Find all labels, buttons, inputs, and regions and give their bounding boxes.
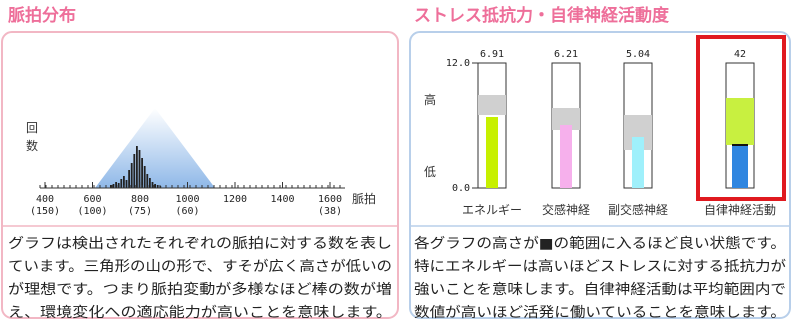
tick-label: 400 — [36, 194, 54, 205]
tick-label: (38) — [318, 206, 342, 217]
tick-label: (150) — [30, 206, 60, 217]
ideal-triangle — [95, 108, 215, 188]
gauges: 6.91 エネルギー 6.21 交感神経 5.04 副交感神経 42 自律神経活動 — [462, 49, 776, 217]
hist-bar — [146, 174, 149, 188]
description: グラフは検出されたそれぞれの脈拍に対する数を表しています。三角形の山の形で、すそ… — [8, 236, 392, 320]
histogram — [110, 146, 162, 188]
hist-bar — [141, 158, 143, 188]
hist-bar — [125, 180, 128, 188]
tick-label: 1600 — [318, 194, 342, 205]
scale-bottom: 0.0 — [452, 183, 470, 194]
hist-bar — [112, 184, 115, 188]
hist-bar — [151, 182, 154, 188]
hist-bar — [138, 150, 141, 188]
tick-label: 800 — [131, 194, 149, 205]
tick-label: 1400 — [270, 194, 294, 205]
hist-bar — [128, 170, 130, 188]
description: 各グラフの高さが■の範囲に入るほど良い状態です。特にエネルギーは高いほどストレス… — [414, 235, 786, 320]
hist-bar — [154, 184, 156, 188]
gauge-name: 副交感神経 — [608, 202, 668, 217]
description-line: グラフは検出されたそれぞれの脈拍に対する数を表し — [8, 236, 392, 252]
hist-bar — [110, 185, 112, 188]
ideal-range — [552, 108, 580, 130]
hist-bar — [156, 185, 159, 188]
hist-bar — [123, 176, 125, 188]
gauge-fill — [560, 125, 572, 188]
gauge-name: 自律神経活動 — [704, 203, 776, 217]
y-label: 回 — [26, 121, 38, 135]
y-label: 数 — [26, 138, 38, 153]
hist-bar — [136, 146, 138, 188]
panel-title: 脈拍分布 — [8, 5, 76, 26]
gauge-fill — [486, 117, 498, 188]
hist-bar — [115, 182, 117, 188]
description-line: え、環境変化への適応能力が高いことを意味します。 — [8, 304, 392, 320]
high-label: 高 — [424, 92, 436, 107]
tick-label: (60) — [175, 206, 199, 217]
scale-top: 12.0 — [446, 58, 470, 69]
description-line: 各グラフの高さが■の範囲に入るほど良い状態です。 — [414, 235, 786, 252]
gauge-name: 交感神経 — [542, 202, 590, 217]
ideal-range — [478, 95, 506, 115]
hist-bar — [143, 166, 146, 188]
description-line: 数値が高いほど活発に働いていることを意味します。 — [414, 304, 786, 320]
description-line: ています。三角形の山の形で、すそが広く高さが低いの — [8, 258, 392, 275]
highlight-box — [696, 35, 786, 201]
gauge-fill — [732, 145, 748, 188]
description-line: が理想です。つまり脈拍変動が多様なほど棒の数が増 — [8, 281, 392, 298]
tick-label: (75) — [128, 206, 152, 217]
x-ticks: 400(150) 600(100) 800(75) 1000(60) 1200 1400 1… — [30, 182, 342, 217]
tick-label: 600 — [83, 194, 101, 205]
description-line: 特にエネルギーは高いほどストレスに対する抵抗力が — [414, 258, 786, 275]
gauge-fill — [632, 137, 644, 188]
panel-title: ストレス抵抗力・自律神経活動度 — [414, 5, 670, 26]
tick-label: 1000 — [175, 194, 199, 205]
hist-bar — [120, 179, 123, 188]
hist-bar — [130, 163, 133, 188]
hist-bar — [149, 178, 151, 188]
description-line: 強いことを意味します。自律神経活動は平均範囲内で — [414, 281, 786, 298]
tick-label: 1200 — [223, 194, 247, 205]
low-label: 低 — [424, 165, 436, 179]
gauge-value: 42 — [734, 49, 746, 60]
gauge-name: エネルギー — [462, 203, 522, 217]
gauge-value: 5.04 — [626, 49, 650, 60]
gauge-value: 6.21 — [554, 49, 578, 60]
hist-bar — [133, 154, 136, 188]
hist-bar — [117, 183, 120, 188]
ideal-range — [726, 98, 754, 145]
x-unit: 脈拍 — [352, 191, 376, 206]
gauge-value: 6.91 — [480, 49, 504, 60]
tick-label: (100) — [77, 206, 107, 217]
